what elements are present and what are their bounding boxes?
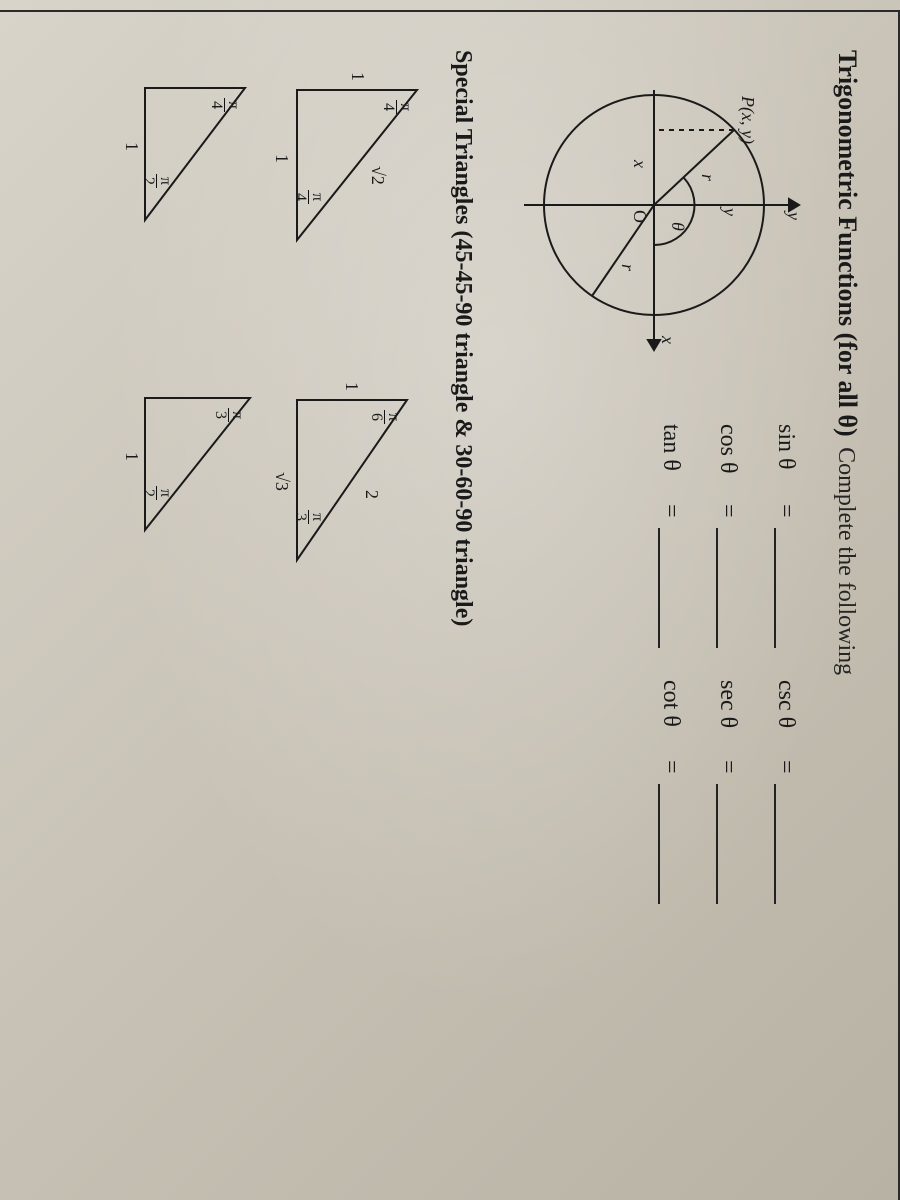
section1-heading: Trigonometric Functions (for all θ) Comp… — [832, 50, 862, 1150]
trig-row-cos: cos θ = sec θ = — [699, 424, 757, 1150]
eq-sign: = — [699, 504, 757, 528]
blank-csc[interactable] — [774, 784, 814, 904]
label-proj-y: y — [720, 206, 740, 216]
label-y-axis: y — [784, 210, 804, 220]
angle-top: π6 — [368, 410, 401, 424]
angle-top: π3 — [212, 408, 245, 422]
label-theta: θ — [668, 222, 688, 231]
triangles-row-2: 1 π4 π2 1 π3 π2 — [125, 50, 265, 1150]
fn-tan: tan θ — [641, 424, 699, 504]
fn-csc: csc θ — [756, 680, 814, 760]
triangles-row-1: √2 1 1 π4 π4 2 √3 1 π6 π3 — [277, 50, 437, 1150]
base-label: 1 — [123, 142, 141, 151]
angle-right: π3 — [292, 510, 325, 524]
eq-sign: = — [641, 504, 699, 528]
base-label: 1 — [123, 452, 141, 461]
eq-sign: = — [756, 760, 814, 784]
blank-cot[interactable] — [658, 784, 698, 904]
unit-circle-column: P(x, y) θ r r y x O x y — [494, 50, 824, 424]
fn-cos: cos θ — [699, 424, 757, 504]
label-point: P(x, y) — [737, 95, 758, 144]
label-r1: r — [698, 174, 718, 182]
triangle-45-small: 1 π4 π2 — [125, 70, 265, 240]
base-label: 1 — [273, 154, 291, 163]
angle-right: π2 — [140, 486, 173, 500]
hyp-label: 2 — [363, 490, 381, 499]
blank-sec[interactable] — [716, 784, 756, 904]
angle-right: π2 — [140, 174, 173, 188]
eq-sign: = — [641, 760, 699, 784]
triangle-45-large: √2 1 1 π4 π4 — [277, 70, 437, 270]
blank-sin[interactable] — [774, 528, 814, 648]
section2-heading: Special Triangles (45-45-90 triangle & 3… — [449, 50, 476, 1150]
fn-sin: sin θ — [756, 424, 814, 504]
height-label: 1 — [343, 382, 361, 391]
label-r2: r — [618, 264, 638, 272]
unit-circle-diagram: P(x, y) θ r r y x O x y — [494, 50, 824, 390]
height-label: 1 — [349, 72, 367, 81]
eq-sign: = — [756, 504, 814, 528]
trig-functions-list: sin θ = csc θ = cos θ = sec θ = tan θ = … — [641, 424, 824, 1150]
triangle-30-small: 1 π3 π2 — [125, 380, 265, 550]
blank-tan[interactable] — [658, 528, 698, 648]
section1-content: P(x, y) θ r r y x O x y sin θ = csc θ = — [494, 50, 824, 1150]
eq-sign: = — [699, 760, 757, 784]
section1-title-bold: Trigonometric Functions (for all θ) — [833, 50, 862, 437]
fn-cot: cot θ — [641, 680, 699, 760]
angle-top: π4 — [380, 100, 413, 114]
label-x-axis: x — [658, 335, 678, 344]
triangle-30-large: 2 √3 1 π6 π3 — [277, 380, 437, 580]
base-label: √3 — [273, 472, 291, 491]
label-origin: O — [630, 210, 650, 223]
trig-row-sin: sin θ = csc θ = — [756, 424, 814, 1150]
angle-right: π4 — [292, 190, 325, 204]
blank-cos[interactable] — [716, 528, 756, 648]
section1-title-hand: Complete the following — [833, 447, 859, 675]
trig-row-tan: tan θ = cot θ = — [641, 424, 699, 1150]
angle-top: π4 — [208, 98, 241, 112]
fn-sec: sec θ — [699, 680, 757, 760]
label-proj-x: x — [630, 159, 650, 168]
hyp-label: √2 — [369, 166, 387, 185]
